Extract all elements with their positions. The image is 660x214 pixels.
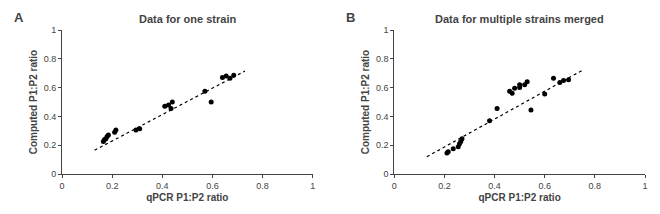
svg-text:1: 1 xyxy=(51,25,56,35)
svg-text:qPCR P1:P2 ratio: qPCR P1:P2 ratio xyxy=(479,192,561,203)
svg-text:0.8: 0.8 xyxy=(589,181,602,191)
svg-text:B: B xyxy=(346,10,355,25)
svg-text:Computed P1:P2 ratio: Computed P1:P2 ratio xyxy=(28,50,39,154)
svg-text:0: 0 xyxy=(51,169,56,179)
svg-text:0.2: 0.2 xyxy=(376,140,389,150)
svg-text:0: 0 xyxy=(392,181,397,191)
svg-text:0.4: 0.4 xyxy=(488,181,501,191)
svg-text:0: 0 xyxy=(59,181,64,191)
svg-text:0.6: 0.6 xyxy=(538,181,551,191)
svg-text:0.4: 0.4 xyxy=(156,181,169,191)
svg-text:0.2: 0.2 xyxy=(438,181,451,191)
svg-text:0: 0 xyxy=(383,169,388,179)
svg-text:0.4: 0.4 xyxy=(376,112,389,122)
svg-text:0.2: 0.2 xyxy=(106,181,119,191)
svg-text:qPCR P1:P2 ratio: qPCR P1:P2 ratio xyxy=(146,192,228,203)
svg-text:0.6: 0.6 xyxy=(206,181,219,191)
svg-text:Computed P1:P2 ratio: Computed P1:P2 ratio xyxy=(360,50,371,154)
svg-text:0.8: 0.8 xyxy=(44,54,57,64)
svg-text:0.4: 0.4 xyxy=(44,112,57,122)
svg-text:1: 1 xyxy=(383,25,388,35)
svg-text:Data for one strain: Data for one strain xyxy=(139,13,236,25)
svg-text:1: 1 xyxy=(642,181,647,191)
svg-text:Data for multiple strains merg: Data for multiple strains merged xyxy=(435,13,604,25)
svg-text:A: A xyxy=(14,10,24,25)
svg-text:0.6: 0.6 xyxy=(376,83,389,93)
svg-text:0.6: 0.6 xyxy=(44,83,57,93)
svg-text:0.8: 0.8 xyxy=(256,181,269,191)
svg-text:0.8: 0.8 xyxy=(376,54,389,64)
svg-text:0.2: 0.2 xyxy=(44,140,57,150)
svg-text:1: 1 xyxy=(310,181,315,191)
